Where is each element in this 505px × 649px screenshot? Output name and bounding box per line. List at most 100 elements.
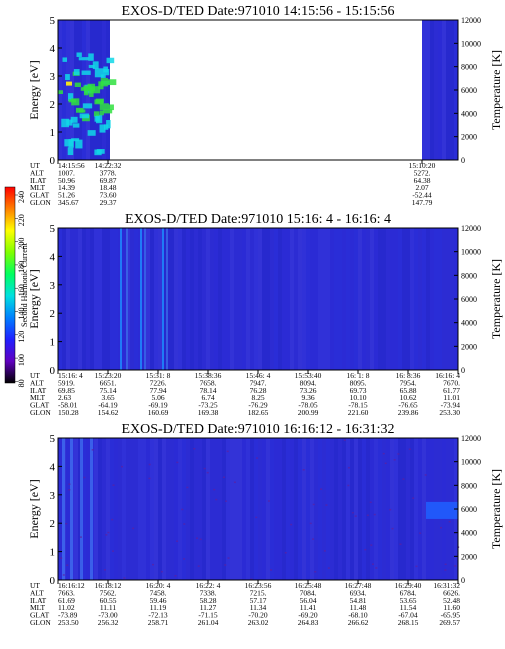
orbit-cell: -69.20 <box>298 611 318 620</box>
heatmap-hot-cell <box>94 115 100 122</box>
orbit-cell: -73.00 <box>98 611 118 620</box>
heatmap-column <box>382 438 386 580</box>
heatmap-column <box>170 438 174 580</box>
heatmap-streak <box>140 228 142 370</box>
heatmap-column <box>270 438 274 580</box>
heatmap-column <box>370 438 374 580</box>
orbit-cell: 239.86 <box>398 408 419 417</box>
heatmap-column <box>310 438 314 580</box>
x-tick-label: 15:53:40 <box>295 371 322 380</box>
heatmap-column <box>78 228 82 370</box>
heatmap-speck <box>105 534 108 536</box>
heatmap-speck <box>402 478 405 480</box>
heatmap-column <box>206 228 210 370</box>
x-tick-label: 15:38:36 <box>195 371 222 380</box>
heatmap-column <box>246 438 250 580</box>
orbit-cell: 150.28 <box>58 408 79 417</box>
heatmap-speck <box>68 483 71 485</box>
heatmap-column <box>294 438 298 580</box>
heatmap-streak <box>166 228 168 370</box>
heatmap-column <box>102 438 106 580</box>
heatmap-column <box>66 20 70 160</box>
heatmap-column <box>350 228 354 370</box>
orbit-cell: 69.87 <box>100 176 117 185</box>
heatmap-hot-cell <box>79 113 89 119</box>
orbit-cell: 1007. <box>58 168 75 177</box>
heatmap-column <box>422 228 426 370</box>
heatmap-column <box>354 438 358 580</box>
heatmap-column <box>210 438 214 580</box>
orbit-cell: 77.94 <box>150 386 167 395</box>
orbit-cell: 57.17 <box>250 596 267 605</box>
orbit-cell: 8095. <box>350 378 367 387</box>
y2-tick-label: 2000 <box>461 133 477 142</box>
orbit-cell: 7215. <box>250 588 267 597</box>
heatmap-column <box>170 228 174 370</box>
panel-title: EXOS-D/TED Date:971010 16:16:12 - 16:31:… <box>122 422 395 437</box>
heatmap-hot-cell <box>75 139 83 149</box>
orbit-cell: 7663. <box>58 588 75 597</box>
heatmap-hot-cell <box>70 116 78 123</box>
heatmap-column <box>410 228 414 370</box>
heatmap-column <box>142 438 146 580</box>
heatmap-column <box>342 438 346 580</box>
heatmap-streak <box>144 228 146 370</box>
heatmap-column <box>446 228 450 370</box>
heatmap-hot-cell <box>104 124 109 130</box>
heatmap-column <box>426 20 430 160</box>
heatmap-streak <box>126 228 128 370</box>
orbit-cell: -73.94 <box>441 401 461 410</box>
heatmap-hot-cell <box>88 64 95 68</box>
heatmap-hot-cell <box>106 119 111 129</box>
x-tick-label: 15:23:20 <box>95 371 122 380</box>
heatmap-column <box>86 438 90 580</box>
heatmap-speck <box>111 518 114 521</box>
y-axis-label: Energy [eV] <box>27 479 41 538</box>
y-tick-label: 3 <box>50 280 56 292</box>
y2-tick-label: 10000 <box>461 248 481 257</box>
heatmap-column <box>346 438 350 580</box>
y2-tick-label: 8000 <box>461 271 477 280</box>
heatmap-column <box>246 228 250 370</box>
heatmap-column <box>302 438 306 580</box>
heatmap-speck <box>206 471 209 474</box>
y-tick-label: 2 <box>50 308 56 320</box>
heatmap-column <box>350 438 354 580</box>
x-tick-label: 16: 1: 8 <box>347 371 370 380</box>
heatmap-speck <box>347 484 350 487</box>
heatmap-column <box>438 20 442 160</box>
orbit-cell: -52.44 <box>412 191 432 200</box>
orbit-cell: -72.13 <box>148 611 168 620</box>
heatmap-speck <box>123 577 126 579</box>
orbit-cell: -76.29 <box>248 401 268 410</box>
orbit-cell: 264.83 <box>298 618 319 627</box>
y2-tick-label: 12000 <box>461 434 481 443</box>
colorbar-tick-label: 180 <box>17 261 26 273</box>
heatmap-column <box>330 228 334 370</box>
heatmap-column <box>154 438 158 580</box>
heatmap-column <box>58 228 62 370</box>
heatmap-speck <box>314 571 317 573</box>
heatmap-column <box>130 438 134 580</box>
heatmap-speck <box>148 463 151 466</box>
heatmap-speck <box>391 527 394 530</box>
heatmap-column <box>422 20 426 160</box>
heatmap-column <box>238 228 242 370</box>
heatmap-column <box>86 228 90 370</box>
heatmap-column <box>238 438 242 580</box>
orbit-cell: 11.27 <box>200 603 217 612</box>
heatmap-column <box>166 438 170 580</box>
heatmap-speck <box>103 569 106 571</box>
orbit-cell: 160.69 <box>148 408 169 417</box>
heatmap-hot-cell <box>91 86 101 94</box>
heatmap-streak <box>62 438 65 580</box>
heatmap-column <box>102 228 106 370</box>
heatmap-speck <box>181 508 184 511</box>
orbit-cell: 3778. <box>100 168 117 177</box>
orbit-row-label: UT <box>30 581 40 590</box>
heatmap-column <box>234 228 238 370</box>
heatmap-hot-cell <box>94 68 104 78</box>
heatmap-column <box>334 438 338 580</box>
heatmap-hot-cell <box>66 119 73 126</box>
orbit-cell: 147.79 <box>412 198 433 207</box>
